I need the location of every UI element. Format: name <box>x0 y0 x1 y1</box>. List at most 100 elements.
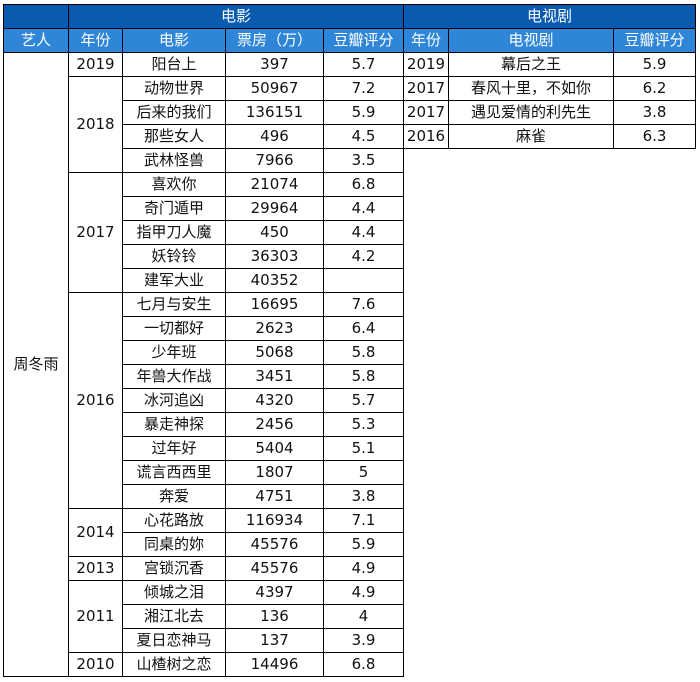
movie-row: 2016 七月与安生 16695 7.6 <box>4 292 405 509</box>
movie-row: 暴走神探 2456 5.3 <box>4 412 405 437</box>
movie-title-cell: 少年班 <box>122 340 226 365</box>
movie-row: 奇门遁甲 29964 4.4 <box>4 196 405 221</box>
movie-title-cell: 后来的我们 <box>122 100 226 125</box>
movie-header-spacer <box>3 4 69 29</box>
douban-score-cell: 4 <box>322 604 405 629</box>
movie-title-cell: 建军大业 <box>122 268 226 293</box>
tv-col-header-series: 电视剧 <box>448 28 614 53</box>
year-cell: 2019 <box>68 52 123 77</box>
col-header-artist: 艺人 <box>3 28 69 53</box>
tv-douban-score-cell: 5.9 <box>612 52 697 77</box>
douban-score-cell: 5.3 <box>322 412 405 437</box>
boxoffice-cell: 4397 <box>225 580 324 605</box>
movie-title-cell: 过年好 <box>122 436 226 461</box>
movie-title-cell: 山楂树之恋 <box>122 652 226 677</box>
movie-title-cell: 妖铃铃 <box>122 244 226 269</box>
movie-title-cell: 动物世界 <box>122 76 226 101</box>
douban-score-cell: 7.2 <box>322 76 405 101</box>
col-header-year: 年份 <box>68 28 123 53</box>
boxoffice-cell: 5068 <box>225 340 324 365</box>
boxoffice-cell: 136151 <box>225 100 324 125</box>
douban-score-cell: 6.8 <box>322 172 405 197</box>
movie-row: 2011 倾城之泪 4397 4.9 <box>4 580 405 653</box>
boxoffice-cell: 2456 <box>225 412 324 437</box>
movie-title-cell: 暴走神探 <box>122 412 226 437</box>
tv-row: 2019 幕后之王 5.9 <box>403 52 697 77</box>
movie-title-cell: 阳台上 <box>122 52 226 77</box>
boxoffice-cell: 5404 <box>225 436 324 461</box>
movie-row: 建军大业 40352 <box>4 268 405 293</box>
movie-title-cell: 宫锁沉香 <box>122 556 226 581</box>
year-cell: 2011 <box>68 580 123 653</box>
tv-douban-score-cell: 6.3 <box>612 124 697 149</box>
movie-title-cell: 喜欢你 <box>122 172 226 197</box>
movie-title-cell: 武林怪兽 <box>122 148 226 173</box>
tv-title-cell: 麻雀 <box>448 124 614 149</box>
douban-score-cell: 5 <box>322 460 405 485</box>
movie-row: 一切都好 2623 6.4 <box>4 316 405 341</box>
douban-score-cell: 5.7 <box>322 388 405 413</box>
movie-table: 电影 艺人 年份 电影 票房（万） 豆瓣评分 周冬雨 2019 阳台上 397 5.7 2… <box>3 4 405 677</box>
boxoffice-cell: 450 <box>225 220 324 245</box>
movie-row: 2010 山楂树之恋 14496 6.8 <box>4 652 405 677</box>
douban-score-cell: 5.8 <box>322 364 405 389</box>
douban-score-cell: 4.4 <box>322 220 405 245</box>
douban-score-cell: 5.9 <box>322 100 405 125</box>
douban-score-cell: 4.5 <box>322 124 405 149</box>
tv-section-title: 电视剧 <box>402 4 697 29</box>
movie-section-title: 电影 <box>67 4 405 29</box>
year-cell: 2014 <box>68 508 123 557</box>
boxoffice-cell: 21074 <box>225 172 324 197</box>
boxoffice-cell: 36303 <box>225 244 324 269</box>
boxoffice-cell: 45576 <box>225 532 324 557</box>
movie-title-cell: 那些女人 <box>122 124 226 149</box>
movie-row: 湘江北去 136 4 <box>4 604 405 629</box>
douban-score-cell: 6.8 <box>322 652 405 677</box>
douban-score-cell: 7.6 <box>322 292 405 317</box>
col-header-movie: 电影 <box>122 28 226 53</box>
movie-row: 年兽大作战 3451 5.8 <box>4 364 405 389</box>
tv-douban-score-cell: 6.2 <box>612 76 697 101</box>
artist-cell: 周冬雨 <box>3 52 69 677</box>
tv-year-cell: 2019 <box>403 52 449 77</box>
movie-title-cell: 夏日恋神马 <box>122 628 226 653</box>
boxoffice-cell: 1807 <box>225 460 324 485</box>
boxoffice-cell: 136 <box>225 604 324 629</box>
douban-score-cell: 3.9 <box>322 628 405 653</box>
tv-table-body: 2019 幕后之王 5.9 2017 春风十里，不如你 6.2 2017 遇见爱情的利先生 3.… <box>403 52 697 149</box>
movie-title-cell: 湘江北去 <box>122 604 226 629</box>
boxoffice-cell: 50967 <box>225 76 324 101</box>
boxoffice-cell: 45576 <box>225 556 324 581</box>
boxoffice-cell: 496 <box>225 124 324 149</box>
movie-row: 那些女人 496 4.5 <box>4 124 405 149</box>
col-header-douban: 豆瓣评分 <box>322 28 405 53</box>
boxoffice-cell: 116934 <box>225 508 324 533</box>
douban-score-cell: 5.1 <box>322 436 405 461</box>
tv-douban-score-cell: 3.8 <box>612 100 697 125</box>
douban-score-cell <box>322 268 405 293</box>
douban-score-cell: 4.9 <box>322 556 405 581</box>
year-cell: 2018 <box>68 76 123 173</box>
tv-col-header-douban: 豆瓣评分 <box>612 28 697 53</box>
boxoffice-cell: 16695 <box>225 292 324 317</box>
movie-title-cell: 七月与安生 <box>122 292 226 317</box>
tv-year-cell: 2016 <box>403 124 449 149</box>
douban-score-cell: 5.8 <box>322 340 405 365</box>
tv-title-cell: 遇见爱情的利先生 <box>448 100 614 125</box>
tv-row: 2017 春风十里，不如你 6.2 <box>403 76 697 101</box>
boxoffice-cell: 3451 <box>225 364 324 389</box>
movie-row: 武林怪兽 7966 3.5 <box>4 148 405 173</box>
douban-score-cell: 4.9 <box>322 580 405 605</box>
boxoffice-cell: 4751 <box>225 484 324 509</box>
boxoffice-cell: 2623 <box>225 316 324 341</box>
movie-row: 后来的我们 136151 5.9 <box>4 100 405 125</box>
year-cell: 2016 <box>68 292 123 509</box>
movie-title-cell: 指甲刀人魔 <box>122 220 226 245</box>
movie-row: 谎言西西里 1807 5 <box>4 460 405 485</box>
douban-score-cell: 5.9 <box>322 532 405 557</box>
col-header-boxoffice: 票房（万） <box>225 28 324 53</box>
movie-title-cell: 冰河追凶 <box>122 388 226 413</box>
tv-row: 2016 麻雀 6.3 <box>403 124 697 149</box>
tv-title-cell: 春风十里，不如你 <box>448 76 614 101</box>
movie-row: 2018 动物世界 50967 7.2 <box>4 76 405 173</box>
